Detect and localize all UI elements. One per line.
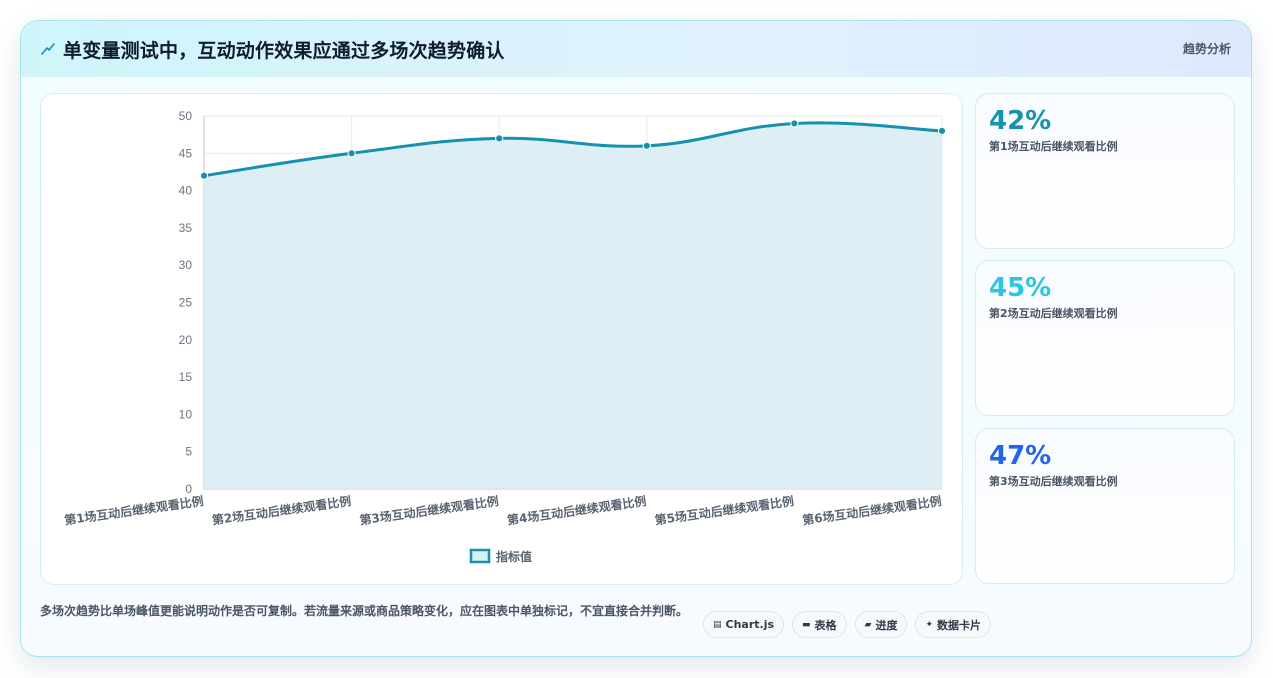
chip-table[interactable]: ▬ 表格 xyxy=(792,611,847,638)
progress-icon: ▰ xyxy=(864,619,872,630)
y-tick-label: 20 xyxy=(179,333,193,347)
y-tick-label: 40 xyxy=(179,184,193,198)
y-tick-label: 0 xyxy=(185,482,192,496)
chip-label: 表格 xyxy=(814,618,837,632)
data-point xyxy=(790,119,799,128)
kpi-value-1: 42% xyxy=(989,106,1052,136)
chip-data-card[interactable]: ✦ 数据卡片 xyxy=(915,611,992,638)
tech-chips: ▤ Chart.js ▬ 表格 ▰ 进度 ✦ 数据卡片 xyxy=(703,611,992,638)
kpi-label-2: 第2场互动后继续观看比例 xyxy=(989,307,1118,320)
y-tick-label: 45 xyxy=(179,146,193,160)
kpi-value-2: 45% xyxy=(989,273,1052,303)
y-tick-label: 15 xyxy=(179,370,193,384)
kpi-card-2: 45% 第2场互动后继续观看比例 xyxy=(975,260,1235,416)
chart-icon: ▤ xyxy=(713,619,722,630)
x-tick-label: 第5场互动后继续观看比例 xyxy=(654,493,795,527)
footer-note: 多场次趋势比单场峰值更能说明动作是否可复制。若流量来源或商品策略变化，应在图表中… xyxy=(40,604,689,618)
table-icon: ▬ xyxy=(802,619,811,630)
line-chart: 0 5 10 15 20 25 30 35 40 45 50 第1场互动后继续观看比例 第2场互动后继续… xyxy=(63,109,947,564)
series-area-fill xyxy=(204,122,942,490)
x-tick-label: 第3场互动后继续观看比例 xyxy=(359,493,500,527)
lightning-icon xyxy=(41,43,55,55)
kpi-card-3: 47% 第3场互动后继续观看比例 xyxy=(975,428,1235,584)
kpi-label-3: 第3场互动后继续观看比例 xyxy=(989,475,1118,488)
trend-analysis-tag: 趋势分析 xyxy=(1182,42,1231,56)
series-line xyxy=(203,121,943,178)
data-point xyxy=(347,149,356,158)
x-tick-label: 第2场互动后继续观看比例 xyxy=(211,493,352,527)
y-tick-label: 50 xyxy=(179,109,193,123)
chart-panel: 0 5 10 15 20 25 30 35 40 45 50 第1场互动后继续观看比例 第2场互动后继续… xyxy=(40,93,963,585)
kpi-label-1: 第1场互动后继续观看比例 xyxy=(989,140,1118,153)
chip-label: Chart.js xyxy=(725,618,775,631)
dashboard-card: 单变量测试中，互动动作效果应通过多场次趋势确认 趋势分析 0 5 10 15 20 25 3… xyxy=(20,20,1252,657)
chip-label: 进度 xyxy=(875,618,898,632)
chip-chartjs[interactable]: ▤ Chart.js xyxy=(703,611,785,638)
x-tick-label: 第1场互动后继续观看比例 xyxy=(63,493,204,527)
card-header: 单变量测试中，互动动作效果应通过多场次趋势确认 趋势分析 xyxy=(21,21,1251,77)
y-tick-label: 35 xyxy=(179,221,193,235)
y-tick-label: 5 xyxy=(185,445,192,459)
sparkle-icon: ✦ xyxy=(925,619,934,630)
y-tick-label: 10 xyxy=(179,407,193,421)
x-tick-label: 第4场互动后继续观看比例 xyxy=(506,493,647,527)
data-point xyxy=(199,171,209,180)
y-tick-label: 30 xyxy=(179,258,193,272)
chip-progress[interactable]: ▰ 进度 xyxy=(854,611,908,638)
data-point xyxy=(495,134,504,143)
data-point xyxy=(642,141,651,150)
x-tick-label: 第6场互动后继续观看比例 xyxy=(801,493,942,527)
data-point xyxy=(937,126,947,136)
chip-label: 数据卡片 xyxy=(937,618,982,632)
card-title: 单变量测试中，互动动作效果应通过多场次趋势确认 xyxy=(63,39,505,62)
y-tick-label: 25 xyxy=(179,296,193,310)
kpi-card-1: 42% 第1场互动后继续观看比例 xyxy=(975,93,1235,249)
kpi-value-3: 47% xyxy=(989,441,1052,471)
legend-swatch xyxy=(469,548,491,564)
legend-label: 指标值 xyxy=(496,549,532,564)
